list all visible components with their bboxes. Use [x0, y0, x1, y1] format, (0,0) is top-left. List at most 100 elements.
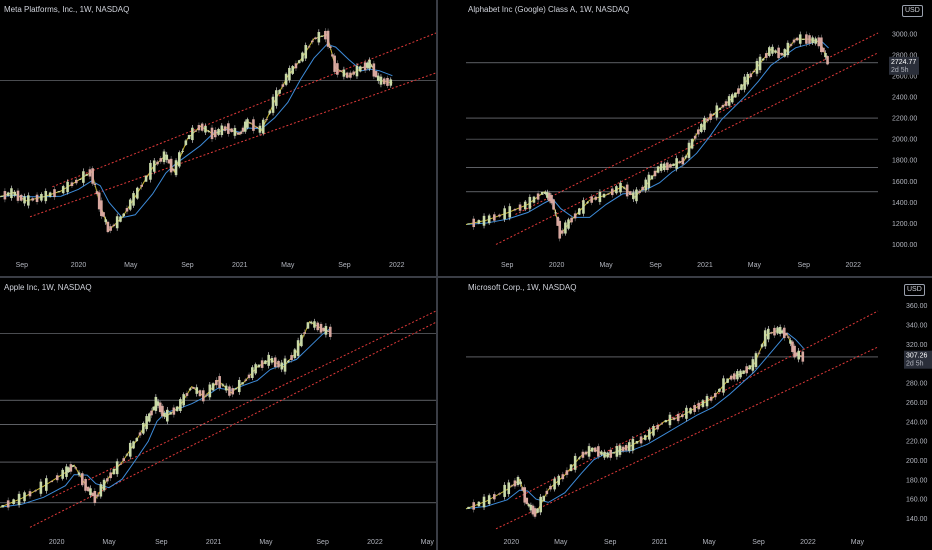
candle-body[interactable]	[339, 70, 342, 72]
candle-body[interactable]	[793, 345, 796, 358]
candle-body[interactable]	[218, 376, 221, 389]
candle-body[interactable]	[252, 119, 255, 131]
candle-body[interactable]	[672, 417, 676, 420]
candle-body[interactable]	[581, 451, 585, 458]
candle-body[interactable]	[227, 123, 230, 134]
candle-body[interactable]	[237, 379, 241, 393]
candle-body[interactable]	[278, 89, 281, 94]
candle-body[interactable]	[208, 384, 212, 398]
candle-body[interactable]	[150, 410, 153, 416]
candle-body[interactable]	[518, 204, 522, 211]
moving-average-line[interactable]	[465, 39, 829, 225]
candle-body[interactable]	[132, 193, 135, 206]
candle-body[interactable]	[525, 497, 529, 505]
candle-body[interactable]	[185, 393, 189, 396]
candle-body[interactable]	[726, 378, 729, 383]
candle-body[interactable]	[638, 190, 641, 194]
candle-body[interactable]	[50, 481, 54, 483]
candle-body[interactable]	[606, 452, 609, 458]
candle-body[interactable]	[187, 135, 191, 140]
candle-body[interactable]	[140, 184, 143, 187]
alphabet-chart-pane[interactable]: 3000.00 2800.00 2600.00 2400.00 2200.00 2000.…	[438, 0, 932, 276]
candle-body[interactable]	[169, 412, 172, 415]
candle-body[interactable]	[96, 494, 99, 497]
candle-body[interactable]	[6, 500, 10, 508]
candle-body[interactable]	[565, 470, 569, 475]
candle-body[interactable]	[598, 191, 602, 203]
candle-body[interactable]	[248, 122, 252, 124]
candle-body[interactable]	[119, 463, 122, 465]
candle-body[interactable]	[201, 390, 205, 402]
candle-body[interactable]	[23, 196, 26, 204]
candle-body[interactable]	[510, 485, 514, 487]
candle-body[interactable]	[650, 175, 654, 180]
candle-body[interactable]	[549, 485, 552, 490]
candle-body[interactable]	[223, 126, 227, 131]
candle-body[interactable]	[211, 383, 215, 391]
candle-body[interactable]	[820, 37, 823, 53]
candle-body[interactable]	[271, 96, 275, 113]
candle-body[interactable]	[521, 487, 524, 491]
candle-body[interactable]	[664, 420, 668, 423]
candle-body[interactable]	[734, 92, 737, 98]
candle-body[interactable]	[244, 379, 248, 381]
candle-body[interactable]	[564, 222, 567, 234]
candle-body[interactable]	[712, 113, 716, 115]
candle-body[interactable]	[684, 156, 688, 158]
candle-body[interactable]	[737, 88, 740, 94]
candle-body[interactable]	[100, 200, 103, 217]
candle-body[interactable]	[467, 506, 470, 509]
candle-body[interactable]	[586, 202, 589, 204]
candle-body[interactable]	[283, 358, 287, 372]
candle-body[interactable]	[104, 219, 108, 223]
pane-divider-vertical[interactable]	[436, 0, 438, 550]
candle-body[interactable]	[179, 399, 182, 411]
candle-body[interactable]	[780, 52, 783, 56]
candle-body[interactable]	[128, 199, 132, 210]
candle-body[interactable]	[648, 429, 651, 440]
candle-body[interactable]	[6, 192, 10, 196]
candle-body[interactable]	[75, 179, 78, 184]
candle-body[interactable]	[320, 35, 324, 37]
candle-body[interactable]	[791, 341, 794, 353]
candle-body[interactable]	[389, 79, 393, 86]
candle-body[interactable]	[678, 161, 682, 164]
candle-body[interactable]	[709, 396, 713, 401]
candle-body[interactable]	[175, 406, 179, 412]
candle-body[interactable]	[260, 360, 264, 368]
candle-body[interactable]	[668, 414, 672, 426]
candle-body[interactable]	[715, 105, 719, 118]
candle-body[interactable]	[758, 56, 762, 71]
candle-body[interactable]	[582, 200, 585, 214]
candle-body[interactable]	[178, 152, 181, 167]
trend-channel-lower[interactable]	[29, 72, 436, 218]
candle-body[interactable]	[482, 496, 486, 508]
candle-body[interactable]	[548, 192, 551, 202]
candle-body[interactable]	[135, 438, 139, 442]
candle-body[interactable]	[523, 487, 527, 503]
candle-body[interactable]	[304, 45, 308, 59]
candle-body[interactable]	[561, 230, 564, 234]
candle-body[interactable]	[822, 47, 825, 53]
trend-channel-upper[interactable]	[52, 310, 436, 498]
candle-body[interactable]	[264, 360, 267, 364]
candle-body[interactable]	[78, 178, 82, 180]
candle-body[interactable]	[498, 214, 501, 217]
candle-body[interactable]	[752, 71, 756, 73]
trend-channel-upper[interactable]	[52, 32, 436, 188]
candle-body[interactable]	[722, 378, 725, 393]
candle-body[interactable]	[545, 490, 549, 495]
candle-body[interactable]	[109, 226, 112, 231]
candle-body[interactable]	[70, 182, 74, 187]
candle-body[interactable]	[696, 129, 700, 135]
candle-body[interactable]	[639, 436, 643, 444]
candle-body[interactable]	[797, 350, 800, 360]
moving-average-line[interactable]	[465, 332, 805, 510]
candle-body[interactable]	[578, 208, 581, 215]
candle-body[interactable]	[718, 388, 721, 392]
candle-body[interactable]	[102, 212, 105, 217]
candle-body[interactable]	[326, 330, 330, 332]
candle-body[interactable]	[824, 52, 827, 58]
moving-average-line[interactable]	[0, 327, 332, 508]
candle-body[interactable]	[284, 73, 288, 85]
